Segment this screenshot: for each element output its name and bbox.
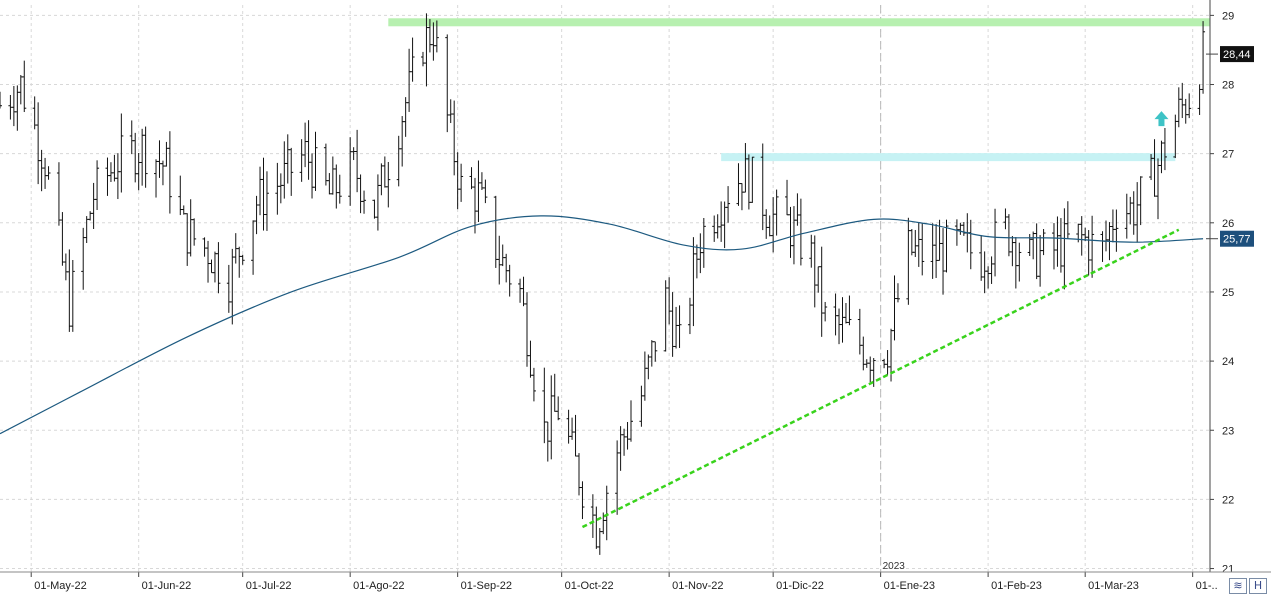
x-tick-label: 01-Nov-22	[672, 580, 723, 592]
x-tick-label: 01-Feb-23	[991, 580, 1042, 592]
y-tick-label: 24	[1222, 356, 1234, 368]
x-tick-label: 01-Oct-22	[565, 580, 614, 592]
x-tick-label: 01-Ago-22	[353, 580, 404, 592]
x-tick-label: 01-Ene-23	[884, 580, 935, 592]
x-tick-label: 01-May-22	[34, 580, 87, 592]
price-badge-bg	[1220, 230, 1254, 247]
price-badge-bg	[1220, 46, 1254, 63]
y-tick-label: 23	[1222, 425, 1234, 437]
moving-average-line	[0, 215, 1204, 435]
h-marker-icon[interactable]: H	[1249, 577, 1267, 594]
resistance-zones	[388, 18, 1210, 162]
trendline-layer	[581, 228, 1180, 529]
x-tick-label: 01-..	[1196, 580, 1218, 592]
year-label: 2023	[883, 561, 906, 572]
arrow-up-icon	[1154, 111, 1169, 127]
price-badge-label: 25,77	[1223, 234, 1251, 246]
annotations	[1154, 111, 1169, 127]
price-badge-label: 28,44	[1223, 49, 1251, 61]
y-tick-label: 27	[1222, 149, 1234, 161]
y-tick-label: 25	[1222, 287, 1234, 299]
grid-layer	[0, 5, 1210, 572]
y-tick-label: 21	[1222, 564, 1234, 576]
zoom-wave-icon[interactable]: ≋	[1229, 577, 1247, 594]
corner-toolbar: ≋ H	[1229, 575, 1271, 596]
x-tick-label: 01-Jun-22	[142, 580, 192, 592]
y-tick-label: 29	[1222, 10, 1234, 22]
y-tick-label: 26	[1222, 218, 1234, 230]
resistance-zone	[388, 18, 1210, 27]
resistance-zone	[721, 153, 1176, 162]
ohlc-bars	[0, 13, 1206, 555]
x-tick-label: 01-Jul-22	[246, 580, 292, 592]
x-tick-label: 01-Sep-22	[461, 580, 512, 592]
x-tick-label: 01-Mar-23	[1088, 580, 1139, 592]
y-tick-label: 28	[1222, 80, 1234, 92]
x-tick-label: 01-Dic-22	[776, 580, 824, 592]
moving-average	[0, 215, 1204, 435]
support-trendline	[581, 228, 1180, 529]
y-tick-label: 22	[1222, 494, 1234, 506]
